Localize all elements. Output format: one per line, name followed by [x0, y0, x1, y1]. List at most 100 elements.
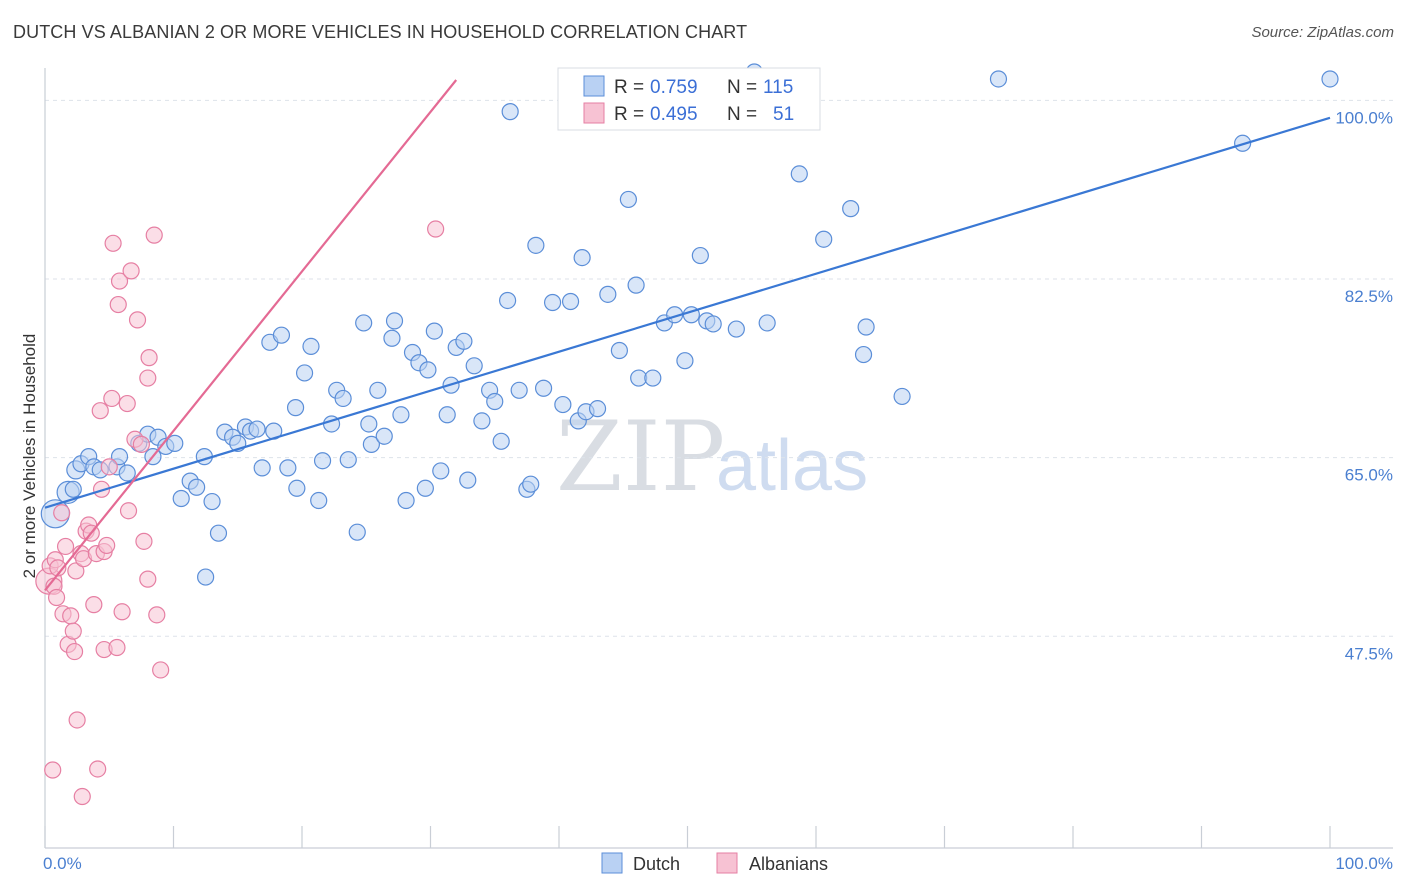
dutch-point-16: [166, 434, 184, 452]
dutch-point-101: [790, 165, 808, 183]
dutch-trend-line: [44, 116, 1331, 509]
dutch-points: [40, 63, 1339, 586]
legend-dutch-r-value: 0.759: [650, 77, 698, 98]
dutch-point-75: [522, 475, 540, 493]
watermark: ZIP atlas: [556, 401, 868, 513]
y-tick-label-2: 82.5%: [1345, 287, 1393, 306]
dutch-point-73: [510, 381, 528, 399]
dutch-point-35: [286, 399, 305, 417]
dutch-point-17: [172, 489, 190, 508]
dutch-point-40: [313, 452, 332, 470]
albanian-point-37: [119, 502, 138, 520]
dutch-point-86: [610, 341, 628, 360]
albanian-point-32: [108, 638, 126, 657]
albanian-point-38: [122, 262, 140, 280]
legend-dutch-n-value: 115: [763, 77, 793, 98]
dutch-point-2: [64, 480, 82, 498]
axes: [44, 68, 1393, 849]
dutch-point-57: [416, 479, 434, 497]
albanian-point-6: [53, 504, 71, 522]
albanian-point-46: [145, 226, 163, 244]
dutch-point-9: [110, 448, 129, 466]
dutch-point-22: [209, 524, 228, 542]
dutch-point-88: [627, 276, 645, 294]
albanian-trend-line: [44, 79, 458, 592]
albanian-point-23: [89, 760, 107, 778]
legend-dutch-n-label: N =: [727, 77, 757, 98]
dutch-point-69: [486, 392, 504, 411]
albanian-point-27: [98, 536, 116, 555]
dutch-point-23: [197, 568, 215, 586]
legend-bottom-dutch-swatch: [601, 852, 623, 874]
dutch-point-29: [248, 420, 266, 438]
dutch-point-53: [392, 406, 410, 424]
dutch-point-10: [118, 464, 136, 482]
dutch-point-108: [1321, 70, 1339, 88]
dutch-point-85: [599, 285, 617, 303]
legend-alb-r-label: R =: [614, 104, 644, 125]
dutch-point-87: [619, 190, 637, 209]
albanian-point-47: [148, 606, 166, 624]
legend-dutch-r-label: R =: [614, 77, 644, 98]
dutch-point-64: [455, 332, 473, 350]
dutch-point-82: [573, 249, 591, 267]
legend-bottom-alb-label: Albanians: [749, 854, 828, 874]
dutch-point-48: [362, 435, 380, 453]
dutch-point-80: [561, 292, 580, 311]
albanian-point-36: [118, 394, 136, 413]
y-tick-label-1: 65.0%: [1345, 466, 1393, 485]
dutch-point-46: [355, 314, 373, 332]
dutch-point-106: [893, 387, 911, 406]
x-tick-label-1: 100.0%: [1335, 854, 1393, 873]
dutch-point-50: [375, 427, 393, 445]
y-tick-label-3: 100.0%: [1335, 108, 1393, 127]
albanian-point-49: [44, 761, 62, 779]
albanian-points: [35, 220, 445, 806]
dutch-point-52: [385, 312, 404, 330]
dutch-point-67: [473, 412, 491, 430]
dutch-point-60: [432, 462, 450, 480]
legend-bottom: Dutch Albanians: [601, 852, 828, 874]
dutch-point-105: [857, 318, 875, 336]
dutch-point-38: [302, 337, 320, 355]
dutch-point-72: [501, 103, 519, 121]
dutch-point-21: [203, 492, 221, 511]
dutch-point-103: [842, 200, 860, 218]
dutch-point-79: [554, 395, 572, 414]
albanian-point-43: [139, 570, 157, 588]
dutch-point-66: [465, 357, 483, 375]
dutch-point-39: [310, 491, 328, 510]
albanian-point-25: [92, 480, 111, 498]
dutch-point-37: [295, 364, 314, 382]
dutch-point-30: [253, 459, 271, 477]
dutch-point-90: [644, 369, 662, 387]
y-axis-label: 2 or more Vehicles in Household: [20, 334, 39, 579]
dutch-point-71: [499, 291, 517, 310]
albanian-point-41: [132, 435, 150, 453]
albanian-point-10: [62, 607, 80, 625]
dutch-point-93: [676, 352, 694, 370]
albanian-point-11: [64, 622, 82, 640]
dutch-point-77: [534, 379, 553, 397]
dutch-point-95: [691, 246, 709, 265]
legend-bottom-dutch-label: Dutch: [633, 854, 680, 874]
dutch-point-19: [188, 478, 206, 496]
source-label: Source: ZipAtlas.com: [1251, 24, 1394, 41]
dutch-point-98: [727, 320, 745, 338]
albanian-point-8: [56, 537, 75, 556]
trend-lines: [44, 79, 1331, 592]
dutch-point-36: [288, 479, 306, 497]
legend-alb-swatch: [583, 102, 605, 124]
x-tick-label-0: 0.0%: [43, 854, 82, 873]
dutch-point-76: [527, 236, 545, 254]
albanian-point-31: [104, 234, 122, 252]
albanian-point-13: [67, 562, 85, 580]
dutch-point-51: [383, 329, 401, 347]
albanian-point-24: [91, 402, 109, 420]
legend-alb-n-value: 51: [773, 104, 794, 125]
albanian-point-33: [109, 295, 127, 314]
y-tick-labels: 47.5% 65.0% 82.5% 100.0%: [1335, 108, 1393, 663]
albanian-point-12: [65, 642, 84, 661]
legend-dutch-swatch: [583, 75, 605, 97]
dutch-point-100: [758, 314, 776, 332]
